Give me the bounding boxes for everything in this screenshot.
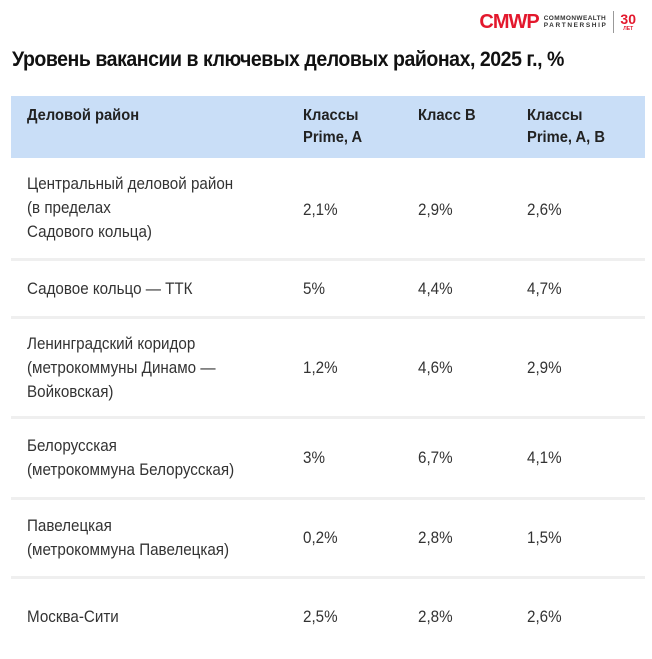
value-prime-a: 2,1% bbox=[303, 201, 338, 219]
column-header-district: Деловой район bbox=[27, 105, 139, 127]
district-name-line: (метрокоммуна Павелецкая) bbox=[27, 541, 230, 559]
logo-wordmark: COMMONWEALTH PARTNERSHIP bbox=[544, 15, 608, 30]
value-prime-a-b: 2,6% bbox=[527, 201, 562, 219]
district-name: Ленинградский коридор (метрокоммуны Дина… bbox=[27, 332, 216, 404]
district-name: Садовое кольцо — ТТК bbox=[27, 277, 193, 301]
column-header-prime-a-b: Классы Prime, A, B bbox=[527, 105, 605, 149]
value-class-b: 2,9% bbox=[418, 201, 453, 219]
value-prime-a-b: 2,9% bbox=[527, 359, 562, 377]
district-name-line: Центральный деловой район bbox=[27, 175, 234, 193]
value-prime-a-b: 2,6% bbox=[527, 608, 562, 626]
value-class-b: 2,8% bbox=[418, 529, 453, 547]
logo-mark: CMWP bbox=[479, 11, 539, 33]
district-name-line: Павелецкая bbox=[27, 517, 112, 535]
table-header: Деловой район Классы Prime, A Класс B Кл… bbox=[11, 96, 645, 158]
district-name-line: Москва-Сити bbox=[27, 608, 119, 626]
table-row: Ленинградский коридор (метрокоммуны Дина… bbox=[11, 319, 645, 419]
value-prime-a-b: 4,7% bbox=[527, 280, 562, 298]
table-row: Москва-Сити 2,5% 2,8% 2,6% bbox=[11, 579, 645, 659]
district-name: Павелецкая (метрокоммуна Павелецкая) bbox=[27, 514, 229, 562]
table-row: Белорусская (метрокоммуна Белорусская) 3… bbox=[11, 419, 645, 500]
logo-divider bbox=[613, 11, 615, 33]
anniversary-number: 30 bbox=[620, 11, 636, 27]
column-header-line: Класс B bbox=[418, 107, 476, 124]
table-row: Садовое кольцо — ТТК 5% 4,4% 4,7% bbox=[11, 261, 645, 319]
value-class-b: 4,4% bbox=[418, 280, 453, 298]
logo-line2: PARTNERSHIP bbox=[543, 22, 608, 29]
column-header-line: Классы bbox=[527, 107, 583, 124]
value-class-b: 2,8% bbox=[418, 608, 453, 626]
column-header-line: Деловой район bbox=[27, 107, 140, 124]
value-prime-a: 3% bbox=[303, 449, 325, 467]
column-header-line: Классы bbox=[303, 107, 359, 124]
district-name: Белорусская (метрокоммуна Белорусская) bbox=[27, 434, 234, 482]
district-name: Москва-Сити bbox=[27, 605, 119, 629]
district-name-line: (метрокоммуна Белорусская) bbox=[27, 461, 235, 479]
value-prime-a: 5% bbox=[303, 280, 325, 298]
value-prime-a: 1,2% bbox=[303, 359, 338, 377]
district-name-line: Садового кольца) bbox=[27, 223, 152, 241]
anniversary-badge: 30 ЛЕТ bbox=[620, 12, 636, 32]
column-header-class-b: Класс B bbox=[418, 105, 476, 127]
district-name-line: Садовое кольцо — ТТК bbox=[27, 280, 193, 298]
district-name-line: Ленинградский коридор bbox=[27, 335, 196, 353]
district-name: Центральный деловой район (в пределах Са… bbox=[27, 172, 233, 244]
anniversary-label: ЛЕТ bbox=[623, 26, 634, 32]
company-logo: CMWP COMMONWEALTH PARTNERSHIP 30 ЛЕТ bbox=[479, 10, 636, 34]
value-class-b: 4,6% bbox=[418, 359, 453, 377]
table-row: Павелецкая (метрокоммуна Павелецкая) 0,2… bbox=[11, 500, 645, 579]
district-name-line: (метрокоммуны Динамо — bbox=[27, 359, 216, 377]
logo-line1: COMMONWEALTH bbox=[543, 14, 607, 22]
column-header-line: Prime, A bbox=[303, 129, 363, 146]
vacancy-table: Деловой район Классы Prime, A Класс B Кл… bbox=[11, 96, 645, 659]
page-title: Уровень вакансии в ключевых деловых райо… bbox=[12, 48, 564, 71]
value-prime-a-b: 4,1% bbox=[527, 449, 562, 467]
column-header-line: Prime, A, B bbox=[527, 129, 605, 146]
district-name-line: Белорусская bbox=[27, 437, 117, 455]
value-prime-a: 2,5% bbox=[303, 608, 338, 626]
district-name-line: (в пределах bbox=[27, 199, 111, 217]
table-row: Центральный деловой район (в пределах Са… bbox=[11, 158, 645, 261]
value-class-b: 6,7% bbox=[418, 449, 453, 467]
value-prime-a: 0,2% bbox=[303, 529, 338, 547]
value-prime-a-b: 1,5% bbox=[527, 529, 562, 547]
column-header-prime-a: Классы Prime, A bbox=[303, 105, 362, 149]
district-name-line: Войковская) bbox=[27, 383, 114, 401]
